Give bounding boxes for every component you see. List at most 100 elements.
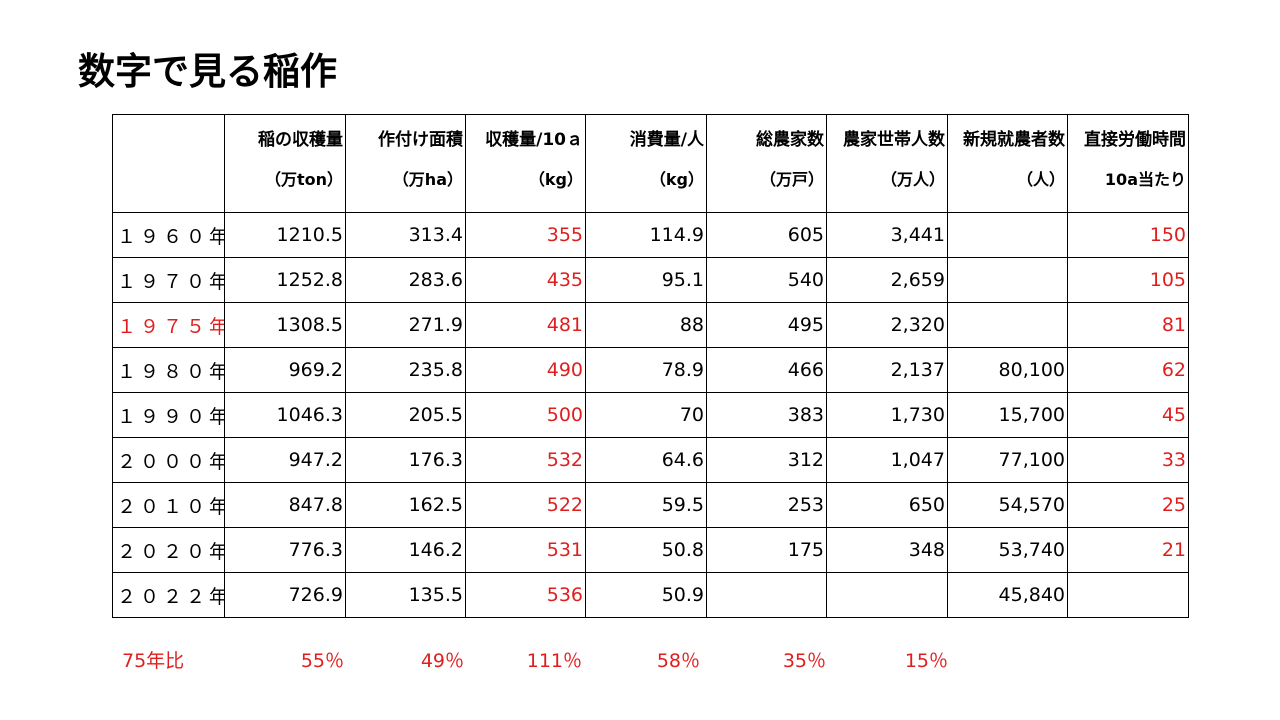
header-cell-consumption-per-person: 消費量/人 （kg） <box>585 114 707 213</box>
table-row: １９７０年 1252.8 283.6 435 95.1 540 2,659 105 <box>112 257 1189 303</box>
year-cell: ２０２０年 <box>112 527 225 573</box>
value-cell-farm-household-members: 2,137 <box>826 347 948 393</box>
value-cell-consumption-per-person: 59.5 <box>585 482 707 528</box>
value-cell-new-farmers: 77,100 <box>947 437 1068 483</box>
header-line2: （人） <box>1016 170 1065 189</box>
value-cell-planted-area: 235.8 <box>345 347 466 393</box>
value-cell-new-farmers: 80,100 <box>947 347 1068 393</box>
header-line1: 稲の収穫量 <box>258 130 343 150</box>
value-cell-planted-area: 283.6 <box>345 257 466 303</box>
value-cell-yield-per-10a: 532 <box>465 437 586 483</box>
table-row: ２０２２年 726.9 135.5 536 50.9 45,840 <box>112 572 1189 618</box>
value-cell-consumption-per-person: 78.9 <box>585 347 707 393</box>
value-cell-farm-household-members: 650 <box>826 482 948 528</box>
value-cell-total-farms: 605 <box>706 212 827 258</box>
header-cell-corner <box>112 114 225 213</box>
value-cell-farm-household-members: 1,047 <box>826 437 948 483</box>
header-cell-planted-area: 作付け面積 （万ha） <box>345 114 466 213</box>
value-cell-new-farmers <box>947 212 1068 258</box>
value-cell-planted-area: 271.9 <box>345 302 466 348</box>
header-cell-total-farms: 総農家数 （万戸） <box>706 114 827 213</box>
value-cell-yield-per-10a: 355 <box>465 212 586 258</box>
value-cell-harvest: 726.9 <box>224 572 346 618</box>
value-cell-planted-area: 313.4 <box>345 212 466 258</box>
year-cell: ２０００年 <box>112 437 225 483</box>
value-cell-farm-household-members <box>826 572 948 618</box>
value-cell-labor-hours: 25 <box>1067 482 1189 528</box>
value-cell-harvest: 1252.8 <box>224 257 346 303</box>
header-line1: 農家世帯人数 <box>843 130 945 150</box>
value-cell-total-farms: 383 <box>706 392 827 438</box>
value-cell-consumption-per-person: 50.8 <box>585 527 707 573</box>
value-cell-yield-per-10a: 522 <box>465 482 586 528</box>
header-line1: 直接労働時間 <box>1084 130 1186 150</box>
year-cell: １９６０年 <box>112 212 225 258</box>
year-cell: ２０２２年 <box>112 572 225 618</box>
value-cell-farm-household-members: 1,730 <box>826 392 948 438</box>
value-cell-harvest: 1210.5 <box>224 212 346 258</box>
value-cell-new-farmers: 53,740 <box>947 527 1068 573</box>
value-cell-yield-per-10a: 435 <box>465 257 586 303</box>
header-line2: 10a当たり <box>1104 170 1186 189</box>
value-cell-labor-hours: 105 <box>1067 257 1189 303</box>
value-cell-harvest: 969.2 <box>224 347 346 393</box>
value-cell-consumption-per-person: 70 <box>585 392 707 438</box>
value-cell-labor-hours: 21 <box>1067 527 1189 573</box>
value-cell-consumption-per-person: 50.9 <box>585 572 707 618</box>
value-cell-total-farms <box>706 572 827 618</box>
value-cell-yield-per-10a: 536 <box>465 572 586 618</box>
value-cell-labor-hours: 33 <box>1067 437 1189 483</box>
value-cell-consumption-per-person: 95.1 <box>585 257 707 303</box>
value-cell-planted-area: 146.2 <box>345 527 466 573</box>
value-cell-yield-per-10a: 481 <box>465 302 586 348</box>
header-line1: 消費量/人 <box>629 130 704 150</box>
value-cell-new-farmers: 54,570 <box>947 482 1068 528</box>
header-line1: 収穫量/10ａ <box>485 130 583 150</box>
value-cell-farm-household-members: 2,659 <box>826 257 948 303</box>
table-row: １９９０年 1046.3 205.5 500 70 383 1,730 15,700 45 <box>112 392 1189 438</box>
value-cell-new-farmers: 15,700 <box>947 392 1068 438</box>
header-line1: 総農家数 <box>756 130 824 150</box>
value-cell-planted-area: 162.5 <box>345 482 466 528</box>
summary-label: 75年比 <box>122 650 185 672</box>
value-cell-planted-area: 176.3 <box>345 437 466 483</box>
header-line1: 新規就農者数 <box>963 130 1065 150</box>
value-cell-yield-per-10a: 490 <box>465 347 586 393</box>
value-cell-harvest: 1308.5 <box>224 302 346 348</box>
year-cell: １９９０年 <box>112 392 225 438</box>
value-cell-consumption-per-person: 114.9 <box>585 212 707 258</box>
header-line1: 作付け面積 <box>378 130 463 150</box>
header-cell-harvest: 稲の収穫量 （万ton） <box>224 114 346 213</box>
table-row: １９８０年 969.2 235.8 490 78.9 466 2,137 80,100 62 <box>112 347 1189 393</box>
header-line2: （kg） <box>528 170 583 189</box>
summary-value: 111％ <box>526 650 582 672</box>
header-cell-yield-per-10a: 収穫量/10ａ （kg） <box>465 114 586 213</box>
value-cell-harvest: 947.2 <box>224 437 346 483</box>
header-line2: （万ha） <box>392 170 463 189</box>
table-row: ２０１０年 847.8 162.5 522 59.5 253 650 54,570 25 <box>112 482 1189 528</box>
value-cell-new-farmers <box>947 257 1068 303</box>
year-cell: ２０１０年 <box>112 482 225 528</box>
value-cell-consumption-per-person: 88 <box>585 302 707 348</box>
year-cell: １９７０年 <box>112 257 225 303</box>
table-row: ２０２０年 776.3 146.2 531 50.8 175 348 53,740 21 <box>112 527 1189 573</box>
comparison-row-1975: 75年比 55％ 49％ 111％ 58％ 35％ 15％ <box>112 646 1188 676</box>
summary-value: 55％ <box>300 650 344 672</box>
header-cell-new-farmers: 新規就農者数 （人） <box>947 114 1068 213</box>
rice-statistics-table: 稲の収穫量 （万ton） 作付け面積 （万ha） 収穫量/10ａ （kg） 消費… <box>112 114 1189 618</box>
value-cell-labor-hours: 150 <box>1067 212 1189 258</box>
year-cell: １９８０年 <box>112 347 225 393</box>
value-cell-harvest: 847.8 <box>224 482 346 528</box>
header-line2: （kg） <box>649 170 704 189</box>
summary-value: 15％ <box>904 650 948 672</box>
value-cell-total-farms: 540 <box>706 257 827 303</box>
header-cell-farm-household-members: 農家世帯人数 （万人） <box>826 114 948 213</box>
value-cell-harvest: 776.3 <box>224 527 346 573</box>
value-cell-planted-area: 135.5 <box>345 572 466 618</box>
value-cell-total-farms: 175 <box>706 527 827 573</box>
value-cell-labor-hours: 45 <box>1067 392 1189 438</box>
value-cell-yield-per-10a: 500 <box>465 392 586 438</box>
value-cell-labor-hours: 81 <box>1067 302 1189 348</box>
value-cell-labor-hours <box>1067 572 1189 618</box>
table-row: １９６０年 1210.5 313.4 355 114.9 605 3,441 150 <box>112 212 1189 258</box>
